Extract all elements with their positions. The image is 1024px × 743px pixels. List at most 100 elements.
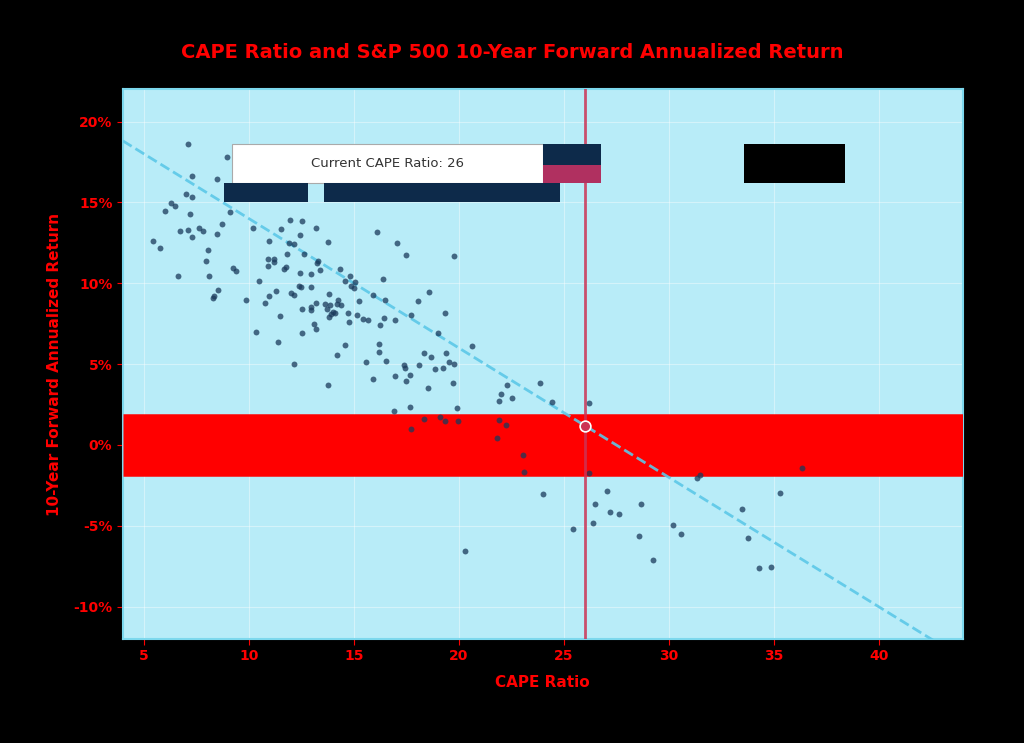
Point [536,488,552,500]
Point [430,327,446,339]
Bar [543,165,601,183]
Point [577,420,593,432]
Point [191,222,208,234]
Point [153,241,169,253]
Point [351,295,368,307]
Point [294,215,310,227]
Point [444,377,461,389]
Point [585,517,601,529]
Point [359,314,376,325]
Y-axis label: 10-Year Forward Annualized Return: 10-Year Forward Annualized Return [47,212,62,516]
Point [437,307,454,319]
Point [427,363,443,375]
Point [292,229,308,241]
Point [376,312,392,324]
Point [291,280,307,292]
Point [734,503,751,515]
Point [321,311,337,322]
Point [275,263,292,275]
Point [354,313,371,325]
Point [336,275,352,287]
Point [411,359,427,371]
Point [431,412,447,424]
Point [375,273,391,285]
Point [565,523,582,535]
Point [303,304,319,316]
Point [316,298,333,310]
Point [294,303,310,315]
Point [238,294,254,306]
Point [249,181,265,193]
Point [286,289,302,301]
Point [369,226,385,238]
Point [339,308,355,319]
Point [200,244,216,256]
Bar [543,144,601,165]
Point [329,298,345,310]
Point [464,340,480,352]
Point [499,420,515,432]
Point [673,528,689,540]
Point [195,225,211,237]
Point [278,261,294,273]
Point [181,208,198,220]
Point [602,506,618,518]
Point [327,307,343,319]
Point [610,508,627,520]
Point [397,375,414,387]
Point [224,262,241,274]
Point [201,270,217,282]
Point [307,297,324,309]
Point [144,236,161,247]
Point [323,308,339,319]
Point [281,237,297,249]
Point [205,292,221,304]
Point [387,370,403,382]
Point [438,348,455,360]
Point [450,415,466,427]
Point [329,348,345,360]
Point [180,224,197,236]
Point [499,379,515,391]
Point [308,256,325,268]
Point [261,175,278,186]
Point [248,325,264,337]
Point [416,413,432,425]
Point [322,299,338,311]
Point [209,173,225,185]
Point [795,462,811,474]
Point [260,253,276,265]
Point [688,473,705,484]
Point [293,281,309,293]
Point [489,432,506,444]
Point [386,405,402,417]
Point [343,280,359,292]
Point [319,236,336,248]
Point [377,294,393,306]
Bar [325,183,559,202]
Point [631,530,647,542]
Point [416,346,432,358]
Point [401,400,418,412]
Point [177,188,194,200]
Point [457,545,473,557]
Point [337,339,353,351]
Point [179,137,196,149]
Point [371,338,387,350]
Point [346,282,362,293]
Point [311,264,328,276]
Point [321,288,337,300]
Point [219,151,236,163]
Point [665,519,681,531]
Point [260,291,276,302]
Text: Current CAPE Ratio: 26: Current CAPE Ratio: 26 [311,157,464,170]
Point [544,397,560,409]
Point [445,250,462,262]
Point [348,309,365,321]
Point [402,424,419,435]
Point [752,562,768,574]
Point [184,170,201,182]
Point [341,317,357,328]
Point [272,224,289,236]
Point [396,363,413,374]
